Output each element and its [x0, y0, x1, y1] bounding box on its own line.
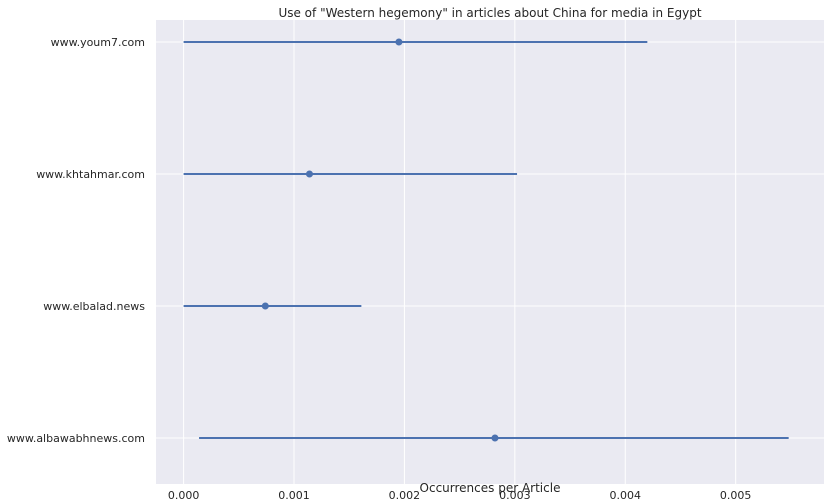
- category-label: www.elbalad.news: [43, 300, 145, 313]
- data-point: [491, 434, 499, 442]
- x-tick-label: 0.000: [168, 489, 200, 501]
- data-point: [395, 38, 403, 46]
- chart-title: Use of "Western hegemony" in articles ab…: [278, 6, 701, 20]
- x-tick-label: 0.001: [278, 489, 310, 501]
- x-tick-label: 0.004: [610, 489, 642, 501]
- x-tick-label: 0.003: [499, 489, 531, 501]
- category-label: www.khtahmar.com: [36, 168, 145, 181]
- data-points: [261, 38, 499, 442]
- plot-background: [156, 20, 824, 484]
- data-point: [305, 170, 313, 178]
- category-label: www.albawabhnews.com: [7, 432, 145, 445]
- category-label: www.youm7.com: [51, 36, 145, 49]
- category-labels: www.youm7.com www.khtahmar.com www.elbalad…: [7, 36, 145, 445]
- x-tick-label: 0.002: [389, 489, 421, 501]
- x-tick-labels: 0.000 0.001 0.002 0.003 0.004 0.005: [168, 489, 752, 501]
- x-axis-label: Occurrences per Article: [420, 481, 561, 495]
- data-point: [261, 302, 269, 310]
- x-tick-label: 0.005: [720, 489, 752, 501]
